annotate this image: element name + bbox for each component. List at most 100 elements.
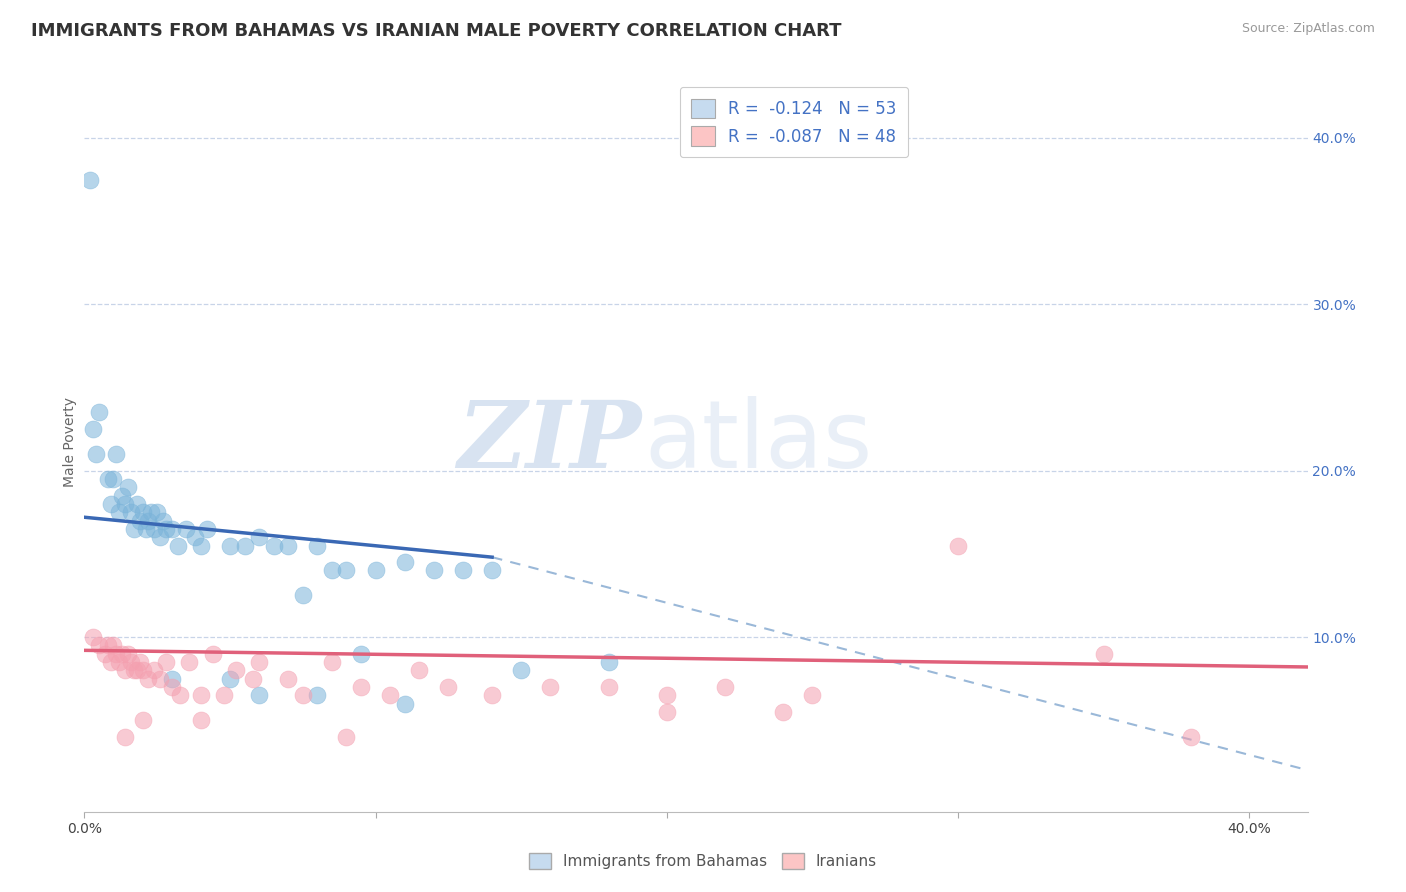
Point bbox=[160, 672, 183, 686]
Point bbox=[114, 730, 136, 744]
Point bbox=[1180, 730, 1202, 744]
Point bbox=[114, 663, 136, 677]
Text: atlas: atlas bbox=[644, 395, 873, 488]
Point bbox=[946, 539, 969, 553]
Point bbox=[190, 713, 212, 727]
Point bbox=[247, 655, 270, 669]
Point bbox=[190, 688, 212, 702]
Point bbox=[321, 655, 343, 669]
Point bbox=[423, 564, 446, 578]
Point bbox=[714, 680, 737, 694]
Point bbox=[149, 530, 172, 544]
Point bbox=[277, 672, 299, 686]
Point bbox=[143, 522, 166, 536]
Point bbox=[122, 522, 145, 536]
Point bbox=[481, 564, 503, 578]
Point bbox=[481, 688, 503, 702]
Point bbox=[335, 564, 357, 578]
Point bbox=[111, 489, 134, 503]
Point bbox=[131, 505, 153, 519]
Point bbox=[146, 505, 169, 519]
Point bbox=[169, 688, 191, 702]
Point bbox=[184, 530, 207, 544]
Point bbox=[125, 663, 148, 677]
Point bbox=[120, 655, 142, 669]
Point bbox=[233, 539, 256, 553]
Point bbox=[408, 663, 430, 677]
Point bbox=[138, 514, 160, 528]
Point bbox=[247, 530, 270, 544]
Point bbox=[82, 630, 104, 644]
Point bbox=[117, 647, 139, 661]
Point bbox=[201, 647, 224, 661]
Legend: Immigrants from Bahamas, Iranians: Immigrants from Bahamas, Iranians bbox=[523, 847, 883, 875]
Point bbox=[179, 655, 201, 669]
Point bbox=[128, 655, 150, 669]
Point bbox=[135, 522, 157, 536]
Point bbox=[291, 688, 314, 702]
Point bbox=[598, 680, 620, 694]
Point bbox=[190, 539, 212, 553]
Point bbox=[307, 539, 329, 553]
Point bbox=[364, 564, 387, 578]
Point bbox=[103, 638, 125, 652]
Point bbox=[131, 713, 153, 727]
Point bbox=[772, 705, 794, 719]
Point bbox=[212, 688, 235, 702]
Point bbox=[801, 688, 824, 702]
Point bbox=[160, 680, 183, 694]
Point bbox=[307, 688, 329, 702]
Point bbox=[97, 638, 120, 652]
Point bbox=[122, 663, 145, 677]
Point bbox=[131, 663, 153, 677]
Point bbox=[277, 539, 299, 553]
Point bbox=[149, 672, 172, 686]
Point bbox=[225, 663, 247, 677]
Point bbox=[128, 514, 150, 528]
Point bbox=[155, 655, 177, 669]
Point bbox=[166, 539, 188, 553]
Point bbox=[93, 647, 115, 661]
Text: Source: ZipAtlas.com: Source: ZipAtlas.com bbox=[1241, 22, 1375, 36]
Point bbox=[394, 697, 416, 711]
Point bbox=[114, 497, 136, 511]
Point bbox=[335, 730, 357, 744]
Point bbox=[79, 172, 101, 186]
Point bbox=[655, 688, 678, 702]
Point bbox=[155, 522, 177, 536]
Point bbox=[120, 505, 142, 519]
Text: ZIP: ZIP bbox=[457, 397, 641, 486]
Point bbox=[1092, 647, 1115, 661]
Point bbox=[655, 705, 678, 719]
Point bbox=[152, 514, 174, 528]
Point bbox=[242, 672, 264, 686]
Point bbox=[350, 647, 373, 661]
Point bbox=[84, 447, 107, 461]
Point bbox=[350, 680, 373, 694]
Point bbox=[510, 663, 533, 677]
Point bbox=[108, 655, 131, 669]
Point bbox=[291, 589, 314, 603]
Point bbox=[87, 638, 110, 652]
Point bbox=[263, 539, 285, 553]
Point bbox=[160, 522, 183, 536]
Point bbox=[195, 522, 218, 536]
Point bbox=[394, 555, 416, 569]
Point bbox=[141, 505, 163, 519]
Point bbox=[125, 497, 148, 511]
Point bbox=[100, 655, 122, 669]
Point bbox=[437, 680, 460, 694]
Point bbox=[138, 672, 160, 686]
Point bbox=[105, 447, 128, 461]
Point bbox=[108, 505, 131, 519]
Point bbox=[87, 405, 110, 419]
Point bbox=[538, 680, 561, 694]
Point bbox=[111, 647, 134, 661]
Point bbox=[321, 564, 343, 578]
Point bbox=[117, 480, 139, 494]
Point bbox=[451, 564, 474, 578]
Y-axis label: Male Poverty: Male Poverty bbox=[63, 397, 77, 486]
Point bbox=[219, 539, 242, 553]
Point bbox=[143, 663, 166, 677]
Point bbox=[82, 422, 104, 436]
